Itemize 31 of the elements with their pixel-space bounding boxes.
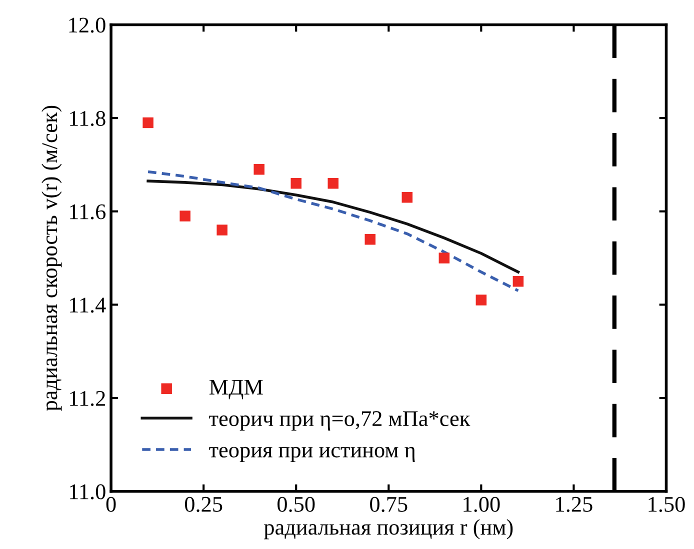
point xyxy=(438,252,450,264)
point xyxy=(216,224,228,236)
x-tick-label: 0 xyxy=(106,496,116,512)
x-tick-label: 0.50 xyxy=(278,496,315,512)
x-tick-label: 1.50 xyxy=(648,496,685,512)
y-tick-label: 11.2 xyxy=(70,391,105,406)
x-axis-title: радиальная позиция r (нм) xyxy=(264,519,513,540)
x-tick-label: 1.25 xyxy=(556,496,592,512)
y-tick-label: 11.6 xyxy=(70,204,106,220)
x-tick-label: 0.75 xyxy=(370,496,408,512)
y-tick-label: 12.0 xyxy=(69,18,106,33)
line-series xyxy=(146,180,520,274)
point xyxy=(290,178,302,189)
legend-label: теория при истином η xyxy=(209,446,415,462)
legend-label: МДМ xyxy=(209,380,263,400)
x-tick-label: 1.00 xyxy=(464,496,500,512)
x-tick-label: 0.25 xyxy=(184,496,222,512)
point xyxy=(476,294,487,306)
point xyxy=(328,178,338,189)
point xyxy=(512,276,524,287)
y-axis-title: радиальная скорость v(r) (м/сек) xyxy=(42,106,62,411)
line-series xyxy=(146,170,520,292)
point xyxy=(364,234,376,245)
y-tick-label: 11.8 xyxy=(70,110,106,126)
point xyxy=(142,117,154,128)
legend-label: теорич при η=о,72 мПа*сек xyxy=(209,411,470,431)
point xyxy=(254,164,264,175)
y-tick-label: 11.0 xyxy=(70,484,106,500)
point xyxy=(402,192,413,203)
y-tick-label: 11.4 xyxy=(70,298,106,313)
point xyxy=(180,210,190,222)
